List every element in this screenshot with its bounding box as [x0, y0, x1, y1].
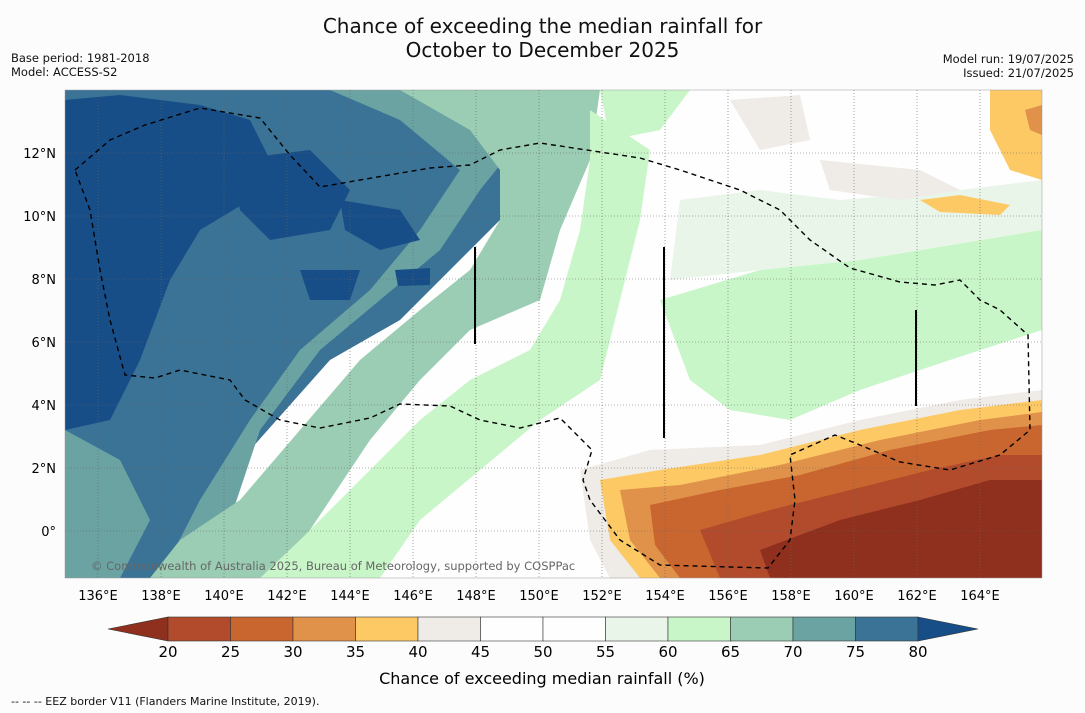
eez-border — [74, 107, 1031, 569]
map-frame — [64, 89, 1043, 579]
longitude-markers — [474, 247, 917, 438]
latitude-tick-label: 10°N — [23, 210, 56, 225]
colorbar-tick-label: 40 — [408, 643, 427, 661]
latitude-tick-label: 12°N — [23, 147, 56, 162]
longitude-tick-label: 160°E — [834, 589, 874, 604]
longitude-tick-label: 158°E — [771, 589, 811, 604]
map-title: Chance of exceeding the median rainfall … — [0, 14, 1085, 62]
colorbar-tick-label: 80 — [908, 643, 927, 661]
longitude-tick-label: 162°E — [897, 589, 937, 604]
latitude-tick-label: 0° — [41, 525, 56, 540]
colorbar-tick-label: 60 — [658, 643, 677, 661]
colorbar-segment — [855, 616, 919, 642]
longitude-tick-label: 152°E — [582, 589, 622, 604]
longitude-tick-label: 140°E — [204, 589, 244, 604]
colorbar-tick-label: 70 — [783, 643, 802, 661]
colorbar-label: Chance of exceeding median rainfall (%) — [379, 669, 705, 688]
colorbar-tick-label: 65 — [721, 643, 740, 661]
colorbar-high-arrow — [917, 616, 979, 642]
colorbar-segment — [730, 616, 794, 642]
latitude-tick-label: 4°N — [32, 399, 57, 414]
colorbar-tick-label: 35 — [346, 643, 365, 661]
colorbar-segment — [542, 616, 606, 642]
colorbar-tick-label: 55 — [596, 643, 615, 661]
footer-note: -- -- -- EEZ border V11 (Flanders Marine… — [11, 695, 320, 708]
colorbar-segment — [792, 616, 856, 642]
colorbar-tick-label: 25 — [221, 643, 240, 661]
colorbar-segment — [167, 616, 231, 642]
colorbar-tick-label: 20 — [158, 643, 177, 661]
longitude-tick-label: 142°E — [267, 589, 307, 604]
map-field — [65, 90, 1042, 578]
colorbar-low-arrow — [107, 616, 169, 642]
colorbar-tick-label: 50 — [533, 643, 552, 661]
colorbar-tick-label: 30 — [283, 643, 302, 661]
longitude-tick-label: 154°E — [645, 589, 685, 604]
base-period: Base period: 1981-2018 — [11, 51, 150, 65]
latitude-tick-label: 6°N — [32, 336, 57, 351]
colorbar-segment — [230, 616, 294, 642]
colorbar-segment — [605, 616, 669, 642]
latitude-tick-label: 8°N — [32, 273, 57, 288]
longitude-tick-label: 146°E — [393, 589, 433, 604]
colorbar: 20 25 30 35 40 45 50 55 60 65 70 75 80 — [107, 616, 979, 661]
issued-date: Issued: 21/07/2025 — [963, 66, 1074, 80]
longitude-tick-label: 136°E — [78, 589, 118, 604]
colorbar-tick-label: 45 — [471, 643, 490, 661]
longitude-tick-label: 150°E — [519, 589, 559, 604]
graticule — [65, 90, 1042, 578]
colorbar-tick-label: 75 — [846, 643, 865, 661]
meta-left: Base period: 1981-2018 Model: ACCESS-S2 — [11, 51, 150, 79]
longitude-labels: 136°E 138°E 140°E 142°E 144°E 146°E 148°E 150°E… — [78, 589, 1000, 604]
colorbar-segment — [480, 616, 544, 642]
model-name: Model: ACCESS-S2 — [11, 65, 118, 79]
longitude-tick-label: 148°E — [456, 589, 496, 604]
colorbar-segment — [417, 616, 481, 642]
longitude-tick-label: 144°E — [330, 589, 370, 604]
colorbar-segment — [355, 616, 419, 642]
longitude-tick-label: 156°E — [708, 589, 748, 604]
copyright-note: © Commonwealth of Australia 2025, Bureau… — [91, 559, 575, 573]
longitude-tick-label: 164°E — [960, 589, 1000, 604]
latitude-tick-label: 2°N — [32, 462, 57, 477]
longitude-tick-label: 138°E — [141, 589, 181, 604]
latitude-labels: 12°N 10°N 8°N 6°N 4°N 2°N 0° — [23, 147, 56, 540]
colorbar-segment — [292, 616, 356, 642]
model-run: Model run: 19/07/2025 — [942, 52, 1074, 66]
colorbar-segment — [667, 616, 731, 642]
meta-right: Model run: 19/07/2025 Issued: 21/07/2025 — [943, 52, 1074, 80]
title-line-1: Chance of exceeding the median rainfall … — [322, 14, 763, 38]
title-line-2: October to December 2025 — [405, 38, 680, 62]
